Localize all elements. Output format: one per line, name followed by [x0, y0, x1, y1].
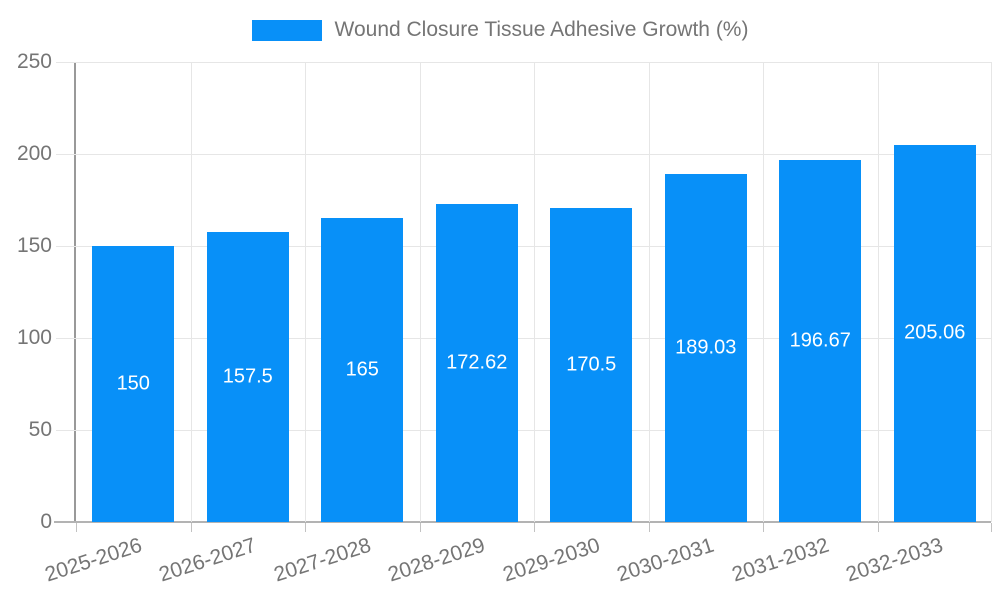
bar-value-label: 189.03 — [675, 336, 737, 359]
x-axis-tick — [420, 523, 421, 532]
x-axis-tick — [76, 523, 77, 532]
x-axis-tick — [878, 523, 879, 532]
y-tick-label: 200 — [16, 142, 52, 165]
y-tick-label: 50 — [28, 418, 52, 441]
x-tick-label: 2031-2032 — [729, 533, 832, 587]
x-axis-tick — [991, 523, 992, 532]
bar-value-label: 196.67 — [789, 329, 851, 352]
x-tick-label: 2032-2033 — [843, 533, 947, 587]
bar[interactable]: 150 — [92, 246, 175, 522]
x-axis-labels: 2025-2026 2026-2027 2027-2028 2028-2029 2029… — [42, 62, 992, 592]
y-axis-labels: 0 50 100 150 200 250 — [0, 50, 52, 533]
x-tick-label: 2026-2027 — [156, 533, 260, 587]
category-gridline — [420, 62, 421, 522]
bar-value-label: 157.5 — [222, 365, 273, 388]
y-gridline — [56, 246, 991, 247]
x-tick-label: 2029-2030 — [500, 533, 603, 587]
x-tick-label: 2028-2029 — [385, 533, 489, 587]
y-gridline — [56, 154, 991, 155]
x-axis-tick — [534, 523, 535, 532]
bar[interactable]: 205.06 — [893, 144, 976, 522]
y-tick-label: 150 — [16, 234, 52, 257]
category-gridline — [763, 62, 764, 522]
bar[interactable]: 189.03 — [664, 174, 747, 522]
bar[interactable]: 157.5 — [206, 232, 289, 522]
category-gridline — [191, 62, 192, 522]
bar-value-label: 172.62 — [446, 351, 508, 374]
y-gridline — [56, 430, 991, 431]
y-tick-label: 250 — [16, 50, 52, 73]
chart-legend: Wound Closure Tissue Adhesive Growth (%) — [0, 18, 1000, 42]
category-gridline — [878, 62, 879, 522]
bar[interactable]: 172.62 — [435, 204, 518, 522]
x-axis-line — [54, 521, 991, 523]
bar-value-label: 165 — [345, 358, 379, 381]
category-gridline — [305, 62, 306, 522]
category-gridline — [649, 62, 650, 522]
bar[interactable]: 165 — [321, 218, 404, 522]
legend-label: Wound Closure Tissue Adhesive Growth (%) — [334, 18, 749, 41]
legend-swatch — [251, 19, 322, 41]
bar-value-label: 170.5 — [566, 353, 617, 376]
x-tick-label: 2025-2026 — [42, 533, 145, 587]
category-gridline — [534, 62, 535, 522]
x-axis-tick — [649, 523, 650, 532]
x-tick-label: 2030-2031 — [614, 533, 718, 587]
x-axis-tick — [191, 523, 192, 532]
bar[interactable]: 196.67 — [779, 160, 862, 522]
y-gridline — [56, 62, 991, 63]
bar-value-label: 205.06 — [904, 321, 966, 344]
y-tick-label: 100 — [16, 326, 52, 349]
y-tick-label: 0 — [40, 510, 52, 533]
x-axis-tick — [763, 523, 764, 532]
plot-area: 150 157.5 165 172.62 170.5 189.03 196.67 205.06 — [54, 62, 992, 532]
bar[interactable]: 170.5 — [550, 208, 633, 522]
bar-value-label: 150 — [116, 372, 150, 395]
x-tick-label: 2027-2028 — [271, 533, 374, 587]
x-axis-tick — [305, 523, 306, 532]
y-gridline — [56, 338, 991, 339]
